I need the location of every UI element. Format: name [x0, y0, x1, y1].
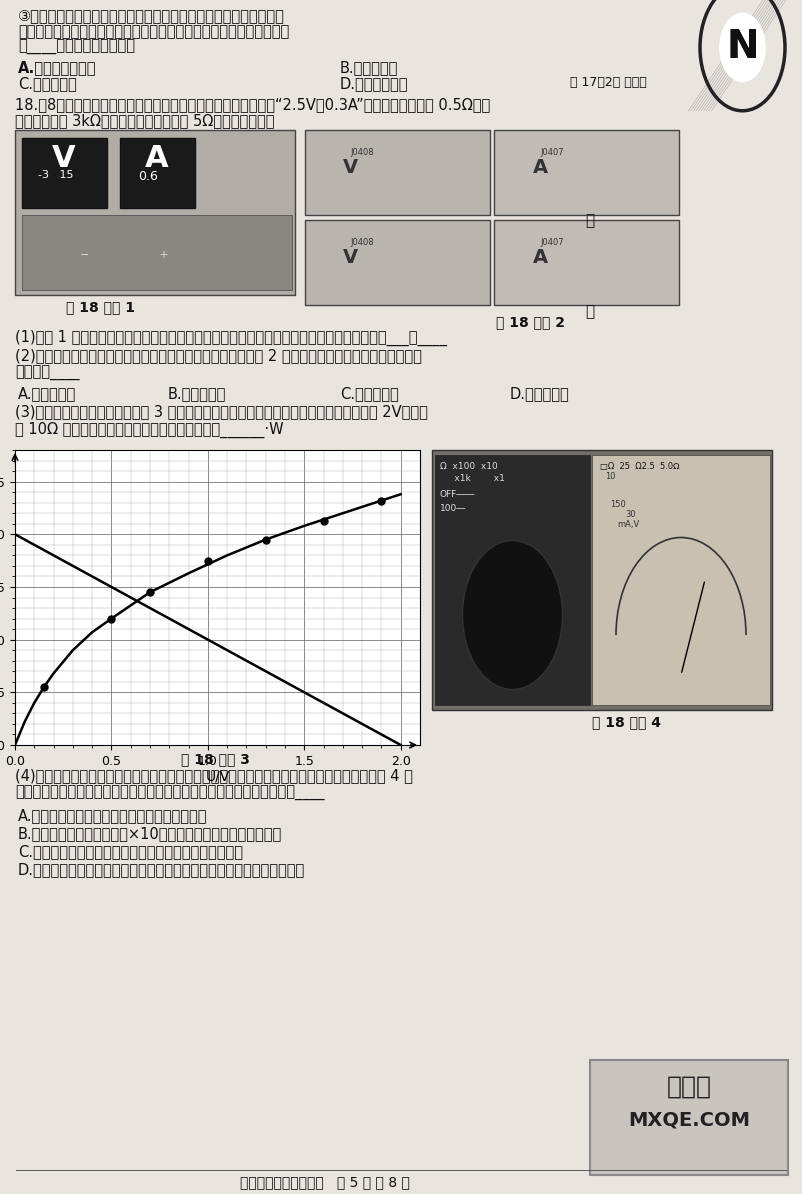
Text: 甲: 甲 — [585, 213, 594, 228]
Text: 0.6: 0.6 — [138, 170, 158, 183]
Bar — [305, 220, 490, 304]
Text: J0407: J0407 — [540, 148, 564, 156]
Bar — [590, 1060, 788, 1175]
Text: 第 18 题图 4: 第 18 题图 4 — [592, 715, 661, 730]
Text: V: V — [342, 248, 358, 267]
Text: 答案圈: 答案圈 — [666, 1075, 711, 1098]
Text: N: N — [726, 29, 759, 67]
Text: J0408: J0408 — [350, 148, 374, 156]
Text: 第 18 题图 3: 第 18 题图 3 — [180, 752, 249, 767]
Text: (4)若将小灯泡从电路中单独取出，用多用电表的欧姆挡测量其阻值，选择开关和指针位置如图 4 所: (4)若将小灯泡从电路中单独取出，用多用电表的欧姆挡测量其阻值，选择开关和指针位… — [15, 768, 413, 783]
Circle shape — [463, 541, 562, 689]
Text: 10: 10 — [605, 472, 615, 481]
Text: A.仅左右转动透镜: A.仅左右转动透镜 — [18, 60, 96, 75]
Text: A.电压表短路: A.电压表短路 — [18, 386, 76, 401]
Text: (3)排除故障后，通过实验得到图 3 所示小灯泡的伏安特性曲线，若将小灯泡接在电动势为 2V，内阻: (3)排除故障后，通过实验得到图 3 所示小灯泡的伏安特性曲线，若将小灯泡接在电… — [15, 404, 428, 419]
Text: 30: 30 — [625, 510, 636, 519]
Text: D.小灯泡断路: D.小灯泡断路 — [510, 386, 569, 401]
Text: 第 18 题图 2: 第 18 题图 2 — [496, 315, 565, 330]
Text: 条纹与分划板中心划线不平行，如图乙所示，若要使两者对齐，该同学: 条纹与分划板中心划线不平行，如图乙所示，若要使两者对齐，该同学 — [18, 24, 290, 39]
Text: J0407: J0407 — [540, 238, 564, 247]
Bar — [494, 130, 679, 215]
Text: N: N — [726, 29, 759, 67]
Text: 乙: 乙 — [585, 304, 594, 319]
Text: −                    +: − + — [80, 250, 168, 260]
Text: ③该同学通过测量头的目镜观察单色光的干涉图样时，发现里面的亮: ③该同学通过测量头的目镜观察单色光的干涉图样时，发现里面的亮 — [18, 8, 285, 23]
Text: V: V — [52, 144, 76, 173]
Bar — [120, 139, 195, 208]
Text: A: A — [533, 248, 548, 267]
Text: B.仅旋转单缝: B.仅旋转单缝 — [340, 60, 399, 75]
Text: 18.（8分）在描绘小灯泡的伏安特性曲线的实验中，小灯泡标称“2.5V，0.3A”，电流表内阻约为 0.5Ω，电: 18.（8分）在描绘小灯泡的伏安特性曲线的实验中，小灯泡标称“2.5V，0.3A… — [15, 97, 490, 112]
Text: 100―: 100― — [440, 504, 466, 513]
Text: (1)如图 1 所示为开关闭合前的实物连接图，其中有两个不合理的地方，请指出其中的一处：___、____: (1)如图 1 所示为开关闭合前的实物连接图，其中有两个不合理的地方，请指出其中… — [15, 330, 447, 346]
Text: C.小灯泡短路: C.小灯泡短路 — [340, 386, 399, 401]
Text: 150: 150 — [610, 500, 626, 509]
Text: C.仅旋转双缝: C.仅旋转双缝 — [18, 76, 77, 91]
Bar — [432, 450, 772, 710]
Text: 第 18 题图 1: 第 18 题图 1 — [66, 300, 135, 314]
Text: B.电压表断路: B.电压表断路 — [168, 386, 226, 401]
Text: MXQE.COM: MXQE.COM — [628, 1110, 750, 1130]
Text: A: A — [145, 144, 168, 173]
Text: 应____（填选项前的字母）: 应____（填选项前的字母） — [18, 41, 135, 55]
Circle shape — [719, 13, 766, 82]
Text: -3   15: -3 15 — [38, 170, 74, 180]
Text: 示，读数明显小于额定电压下发光时的阻值，对这一结果解释最合理的是____: 示，读数明显小于额定电压下发光时的阻值，对这一结果解释最合理的是____ — [15, 786, 325, 801]
Text: B.由于指针偏角过大，应换×10倍率，欧姆调零后重新测量阻值: B.由于指针偏角过大，应换×10倍率，欧姆调零后重新测量阻值 — [18, 826, 282, 841]
Text: A: A — [533, 158, 548, 177]
Bar — [592, 455, 770, 704]
Text: D.仅旋转测量头: D.仅旋转测量头 — [340, 76, 408, 91]
Bar — [22, 139, 107, 208]
Text: x1k        x1: x1k x1 — [440, 474, 505, 484]
Text: □Ω  25  Ω2.5  5.0Ω: □Ω 25 Ω2.5 5.0Ω — [600, 462, 679, 470]
Text: J0408: J0408 — [350, 238, 374, 247]
Text: 为 10Ω 的直流电源上，求出灯泡的实际功率约为______·W: 为 10Ω 的直流电源上，求出灯泡的实际功率约为______·W — [15, 421, 284, 438]
Text: 因可能是____: 因可能是____ — [15, 367, 79, 381]
Text: 高三年级物理学科试题   第 5 页 共 8 页: 高三年级物理学科试题 第 5 页 共 8 页 — [240, 1175, 410, 1189]
Bar — [435, 455, 590, 704]
Text: OFF――: OFF―― — [440, 490, 476, 499]
Text: C.多次测量取平均值有可能会接近额定电压发光时的阻值: C.多次测量取平均值有可能会接近额定电压发光时的阻值 — [18, 844, 243, 858]
Text: V: V — [342, 158, 358, 177]
Bar — [494, 220, 679, 304]
Text: D.多用电表测的是常温下的灯泡阻值，而小灯泡在额定电压下发光时温度: D.多用电表测的是常温下的灯泡阻值，而小灯泡在额定电压下发光时温度 — [18, 862, 306, 878]
X-axis label: U/V: U/V — [205, 769, 229, 783]
Bar — [22, 215, 292, 290]
Bar — [15, 130, 295, 295]
Bar — [305, 130, 490, 215]
Text: 压表内阻约为 3kΩ，滑动变阻器总阻值为 5Ω，回答下列问题: 压表内阻约为 3kΩ，滑动变阻器总阻值为 5Ω，回答下列问题 — [15, 113, 274, 128]
Text: 第 17（2） 题图乙: 第 17（2） 题图乙 — [570, 76, 646, 90]
Text: A.多用电表只能粗测阻值，测出的阻值很不准确: A.多用电表只能粗测阻值，测出的阻值很不准确 — [18, 808, 208, 823]
Text: (2)改进后，移动滑动变阻器的滑片，观察到电表相继出现如图 2 甲、乙的示数，则产生这种现象的原: (2)改进后，移动滑动变阻器的滑片，观察到电表相继出现如图 2 甲、乙的示数，则… — [15, 347, 422, 363]
Text: mA,V: mA,V — [618, 521, 640, 529]
Text: Ω  x100  x10: Ω x100 x10 — [440, 462, 498, 470]
